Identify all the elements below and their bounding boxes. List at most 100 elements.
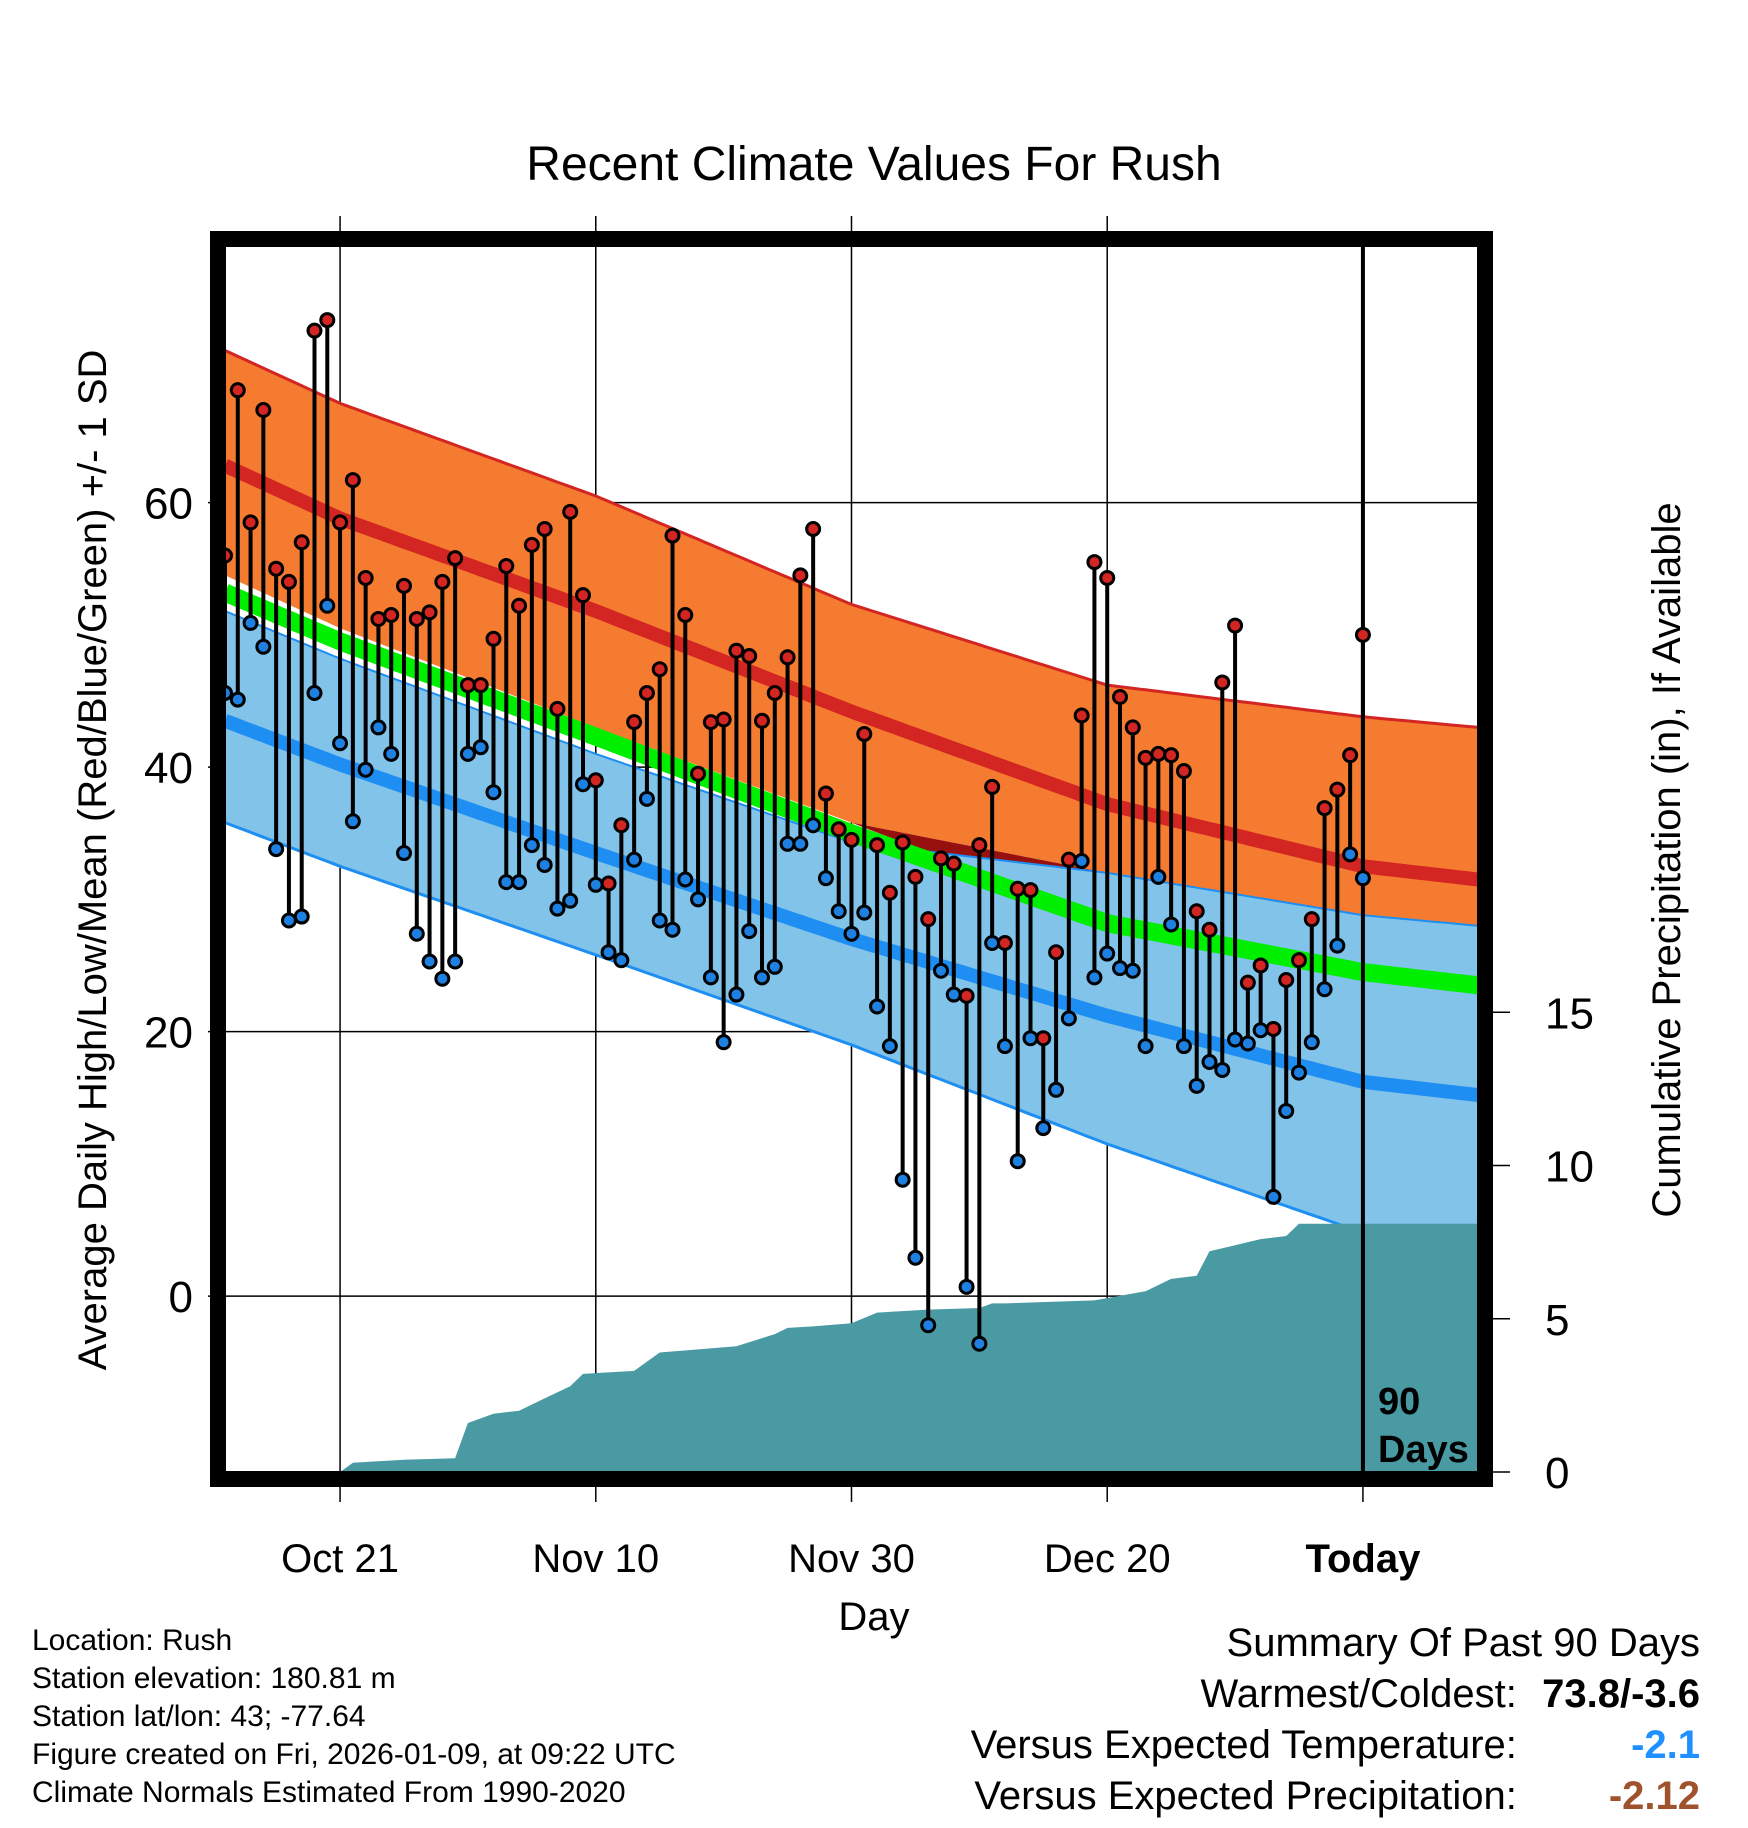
daily-low-point xyxy=(383,745,400,762)
y2-axis-label: Cumulative Precipitation (in), If Availa… xyxy=(1645,502,1689,1217)
created-text: Figure created on Fri, 2026-01-09, at 09… xyxy=(32,1738,676,1771)
daily-high-point xyxy=(958,987,975,1004)
daily-high-point xyxy=(1201,921,1218,938)
daily-high-point xyxy=(434,573,451,590)
daily-high-point xyxy=(933,850,949,867)
daily-low-point xyxy=(1060,1010,1077,1027)
summary-title: Summary Of Past 90 Days xyxy=(1226,1621,1700,1665)
daily-high-point xyxy=(498,558,515,575)
daily-high-point xyxy=(1214,674,1231,691)
daily-low-point xyxy=(1303,1034,1320,1051)
chart-title: Recent Climate Values For Rush xyxy=(526,138,1221,191)
daily-low-point xyxy=(1073,852,1090,869)
daily-low-point xyxy=(575,776,591,793)
daily-low-point xyxy=(600,944,617,961)
daily-low-point xyxy=(830,903,847,920)
daily-high-point xyxy=(1354,626,1371,643)
temp-anomaly-label: Versus Expected Temperature: xyxy=(970,1723,1517,1767)
daily-high-point xyxy=(485,630,502,647)
daily-low-point xyxy=(1086,969,1103,986)
daily-high-point xyxy=(459,677,476,694)
daily-high-point xyxy=(332,514,349,531)
daily-low-point xyxy=(485,784,502,801)
daily-high-point xyxy=(1227,617,1244,634)
daily-low-point xyxy=(229,691,246,708)
daily-high-point xyxy=(1329,781,1346,798)
daily-low-point xyxy=(459,745,476,762)
daily-high-point xyxy=(293,534,310,551)
y2-tick-label: 0 xyxy=(1545,1449,1569,1498)
station-info: Location: Rush Station elevation: 180.81… xyxy=(32,1622,676,1812)
daily-low-point xyxy=(690,891,707,908)
daily-high-point xyxy=(741,647,758,664)
daily-low-point xyxy=(613,952,630,969)
daily-high-point xyxy=(472,677,489,694)
normals-text: Climate Normals Estimated From 1990-2020 xyxy=(32,1776,626,1809)
daily-low-point xyxy=(1163,916,1180,933)
y-axis-label: Average Daily High/Low/Mean (Red/Blue/Gr… xyxy=(71,350,115,1371)
daily-high-point xyxy=(383,606,400,623)
daily-low-point xyxy=(293,908,310,925)
daily-low-point xyxy=(1354,870,1371,887)
daily-high-point xyxy=(1137,749,1154,766)
daily-high-point xyxy=(907,868,924,885)
temp-anomaly-value: -2.1 xyxy=(1631,1723,1700,1767)
daily-low-point xyxy=(741,923,758,940)
daily-high-point xyxy=(779,649,796,666)
daily-high-point xyxy=(920,911,937,928)
daily-high-point xyxy=(268,560,285,577)
daily-low-point xyxy=(817,870,834,887)
summary-panel: Summary Of Past 90 Days Warmest/Coldest:… xyxy=(971,1618,1700,1822)
daily-high-point xyxy=(396,577,412,594)
daily-high-point xyxy=(715,711,732,728)
daily-high-point xyxy=(1188,903,1205,920)
daily-low-point xyxy=(549,900,566,917)
daily-low-point xyxy=(1227,1031,1244,1048)
daily-low-point xyxy=(447,953,464,970)
precip-anomaly-label: Versus Expected Precipitation: xyxy=(974,1774,1517,1818)
daily-high-point xyxy=(830,821,847,838)
daily-high-point xyxy=(1278,972,1295,989)
daily-high-point xyxy=(1239,974,1256,991)
daily-low-point xyxy=(945,986,962,1003)
daily-low-point xyxy=(268,841,285,858)
daily-low-point xyxy=(920,1317,937,1334)
daily-low-point xyxy=(1329,937,1346,954)
daily-high-point xyxy=(575,587,591,604)
daily-low-point xyxy=(396,845,412,862)
daily-low-point xyxy=(754,969,770,986)
daily-low-point xyxy=(626,851,643,868)
daily-high-point xyxy=(1022,882,1039,899)
daily-low-point xyxy=(856,904,873,921)
daily-low-point xyxy=(1252,1022,1269,1039)
daily-low-point xyxy=(1278,1102,1295,1119)
daily-low-point xyxy=(894,1171,911,1188)
daily-high-point xyxy=(549,700,566,717)
daily-low-point xyxy=(843,925,860,942)
normal-high-upper-line xyxy=(224,349,1479,729)
normal-high-sd-band xyxy=(225,350,1478,926)
daily-high-point xyxy=(357,569,374,586)
daily-low-point xyxy=(958,1278,975,1295)
daily-high-point xyxy=(1291,952,1307,969)
x-tick-label: Oct 21 xyxy=(281,1537,399,1581)
daily-low-point xyxy=(1035,1120,1052,1137)
daily-low-point xyxy=(1342,846,1359,863)
y-tick-label: 0 xyxy=(169,1273,193,1322)
daily-low-point xyxy=(255,638,272,655)
daily-high-point xyxy=(996,934,1013,951)
daily-high-point xyxy=(690,765,707,782)
daily-low-point xyxy=(779,835,796,852)
daily-low-point xyxy=(562,892,579,909)
axes: 0 20 40 60 0 5 10 15 Oct 21 Nov 10 Nov 30 Dec 20 Tod… xyxy=(144,231,1594,1581)
daily-low-point xyxy=(1214,1061,1231,1078)
plot-area xyxy=(217,246,1479,1472)
y2-tick-label: 15 xyxy=(1545,989,1594,1038)
daily-high-point xyxy=(945,855,962,872)
today-label-days: Days xyxy=(1378,1429,1469,1471)
daily-low-point xyxy=(1099,945,1116,962)
daily-high-point xyxy=(229,382,246,399)
daily-high-point xyxy=(677,606,694,623)
daily-low-point xyxy=(344,813,361,830)
